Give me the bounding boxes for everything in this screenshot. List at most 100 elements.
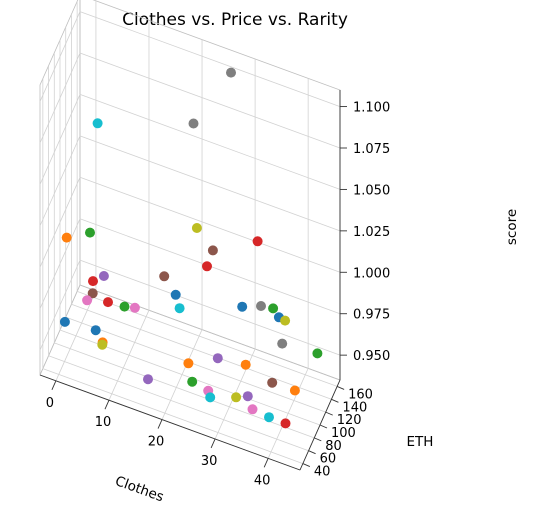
data-point-30: [183, 358, 194, 369]
data-point-40: [242, 391, 253, 402]
data-point-15: [119, 301, 130, 312]
data-point-9: [85, 227, 95, 238]
data-point-37: [289, 385, 300, 396]
data-point-35: [231, 392, 242, 403]
y-tick-mark: [331, 398, 339, 403]
grid-line-z-back: [79, 52, 341, 149]
data-point-17: [159, 271, 170, 282]
y-tick-mark: [319, 424, 328, 429]
grid-line-z-left: [39, 259, 81, 351]
data-point-36: [267, 377, 278, 388]
z-tick-label: 1.025: [353, 225, 390, 240]
data-point-2: [188, 118, 199, 129]
x-tick-label: 10: [95, 415, 112, 430]
data-point-21: [59, 316, 70, 327]
x-axis-label: Clothes: [113, 473, 166, 505]
x-tick-mark: [157, 419, 163, 429]
data-point-14: [103, 297, 113, 308]
z-tick-label: 0.950: [353, 349, 390, 364]
grid-line-z-back: [79, 135, 341, 232]
grid-line-z-left: [39, 52, 81, 144]
z-tick-label: 1.075: [353, 142, 390, 157]
y-tick-label: 40: [314, 465, 331, 480]
z-tick-label: 1.000: [353, 266, 390, 281]
data-point-29: [277, 338, 288, 349]
data-points: [59, 67, 323, 429]
grid-line-y-floor: [77, 291, 338, 387]
z-tick-label: 1.050: [353, 183, 390, 198]
grid-line-z-back: [79, 11, 341, 107]
grid-line-y-floor: [54, 342, 315, 439]
x-axis-line: [39, 374, 301, 471]
tick-labels: 0102030404060801001201401600.9500.9751.0…: [46, 101, 390, 489]
y-tick-label: 120: [337, 413, 362, 428]
data-point-16: [129, 302, 140, 313]
x-tick-mark: [51, 380, 57, 390]
back-pane: [79, 0, 341, 381]
x-tick-mark: [263, 458, 269, 468]
data-point-44: [205, 392, 216, 403]
data-point-25: [256, 301, 266, 311]
grid-line-z-back: [79, 176, 341, 273]
data-point-39: [143, 374, 153, 385]
data-point-20: [90, 325, 101, 336]
x-tick-label: 30: [201, 454, 218, 469]
grid-line-z-left: [39, 135, 81, 227]
y-tick-label: 160: [348, 387, 373, 402]
data-point-11: [88, 276, 98, 287]
data-point-4: [191, 223, 202, 233]
grid-line-z-back: [79, 259, 341, 356]
data-point-32: [240, 359, 251, 370]
data-point-12: [87, 288, 98, 299]
data-point-13: [82, 295, 93, 306]
y-axis-label: ETH: [407, 434, 434, 450]
data-point-7: [252, 236, 263, 247]
grid-line-y-floor: [48, 355, 309, 452]
data-point-33: [187, 376, 198, 387]
y-tick-label: 100: [331, 426, 356, 441]
y-tick-mark: [325, 411, 333, 416]
x-tick-mark: [210, 438, 216, 449]
data-point-1: [226, 67, 236, 78]
x-tick-label: 0: [46, 396, 54, 411]
grid-line-z-left: [39, 218, 81, 309]
z-tick-label: 1.100: [353, 101, 390, 116]
y-tick-label: 60: [320, 452, 337, 467]
axis-lines: [39, 90, 341, 471]
data-point-24: [237, 301, 248, 312]
grid-line-z-left: [39, 177, 81, 268]
z-axis-label: score: [504, 209, 520, 245]
z-tick-label: 0.975: [353, 308, 390, 323]
x-tick-label: 40: [254, 473, 271, 488]
data-point-6: [202, 261, 212, 272]
data-point-19: [174, 303, 185, 314]
grid-line-y-floor: [42, 368, 303, 464]
chart-title: Clothes vs. Price vs. Rarity: [122, 10, 348, 30]
data-point-8: [61, 232, 72, 243]
grid-line-z-left: [39, 94, 81, 185]
data-point-43: [280, 418, 291, 429]
data-point-3: [92, 118, 103, 129]
data-point-28: [280, 315, 291, 326]
data-point-26: [268, 303, 279, 314]
grid-line-z-back: [79, 94, 341, 190]
grid-line-z-left: [39, 11, 81, 102]
y-tick-mark: [336, 386, 345, 390]
y-tick-label: 140: [342, 400, 367, 415]
y-tick-mark: [308, 450, 316, 455]
data-point-10: [98, 271, 109, 281]
y-tick-mark: [302, 463, 311, 467]
y-tick-label: 80: [325, 439, 342, 454]
data-point-42: [264, 412, 274, 423]
data-point-18: [170, 289, 181, 300]
grid-lines: [39, 0, 341, 464]
y-tick-mark: [314, 437, 322, 442]
data-point-31: [212, 353, 223, 364]
data-point-38: [312, 348, 323, 359]
grid-line-y-floor: [71, 303, 332, 400]
x-tick-mark: [104, 400, 110, 410]
grid-line-y-floor: [65, 316, 326, 413]
left-pane: [39, 0, 81, 376]
axis-panes: [39, 0, 341, 471]
x-tick-label: 20: [148, 435, 165, 450]
